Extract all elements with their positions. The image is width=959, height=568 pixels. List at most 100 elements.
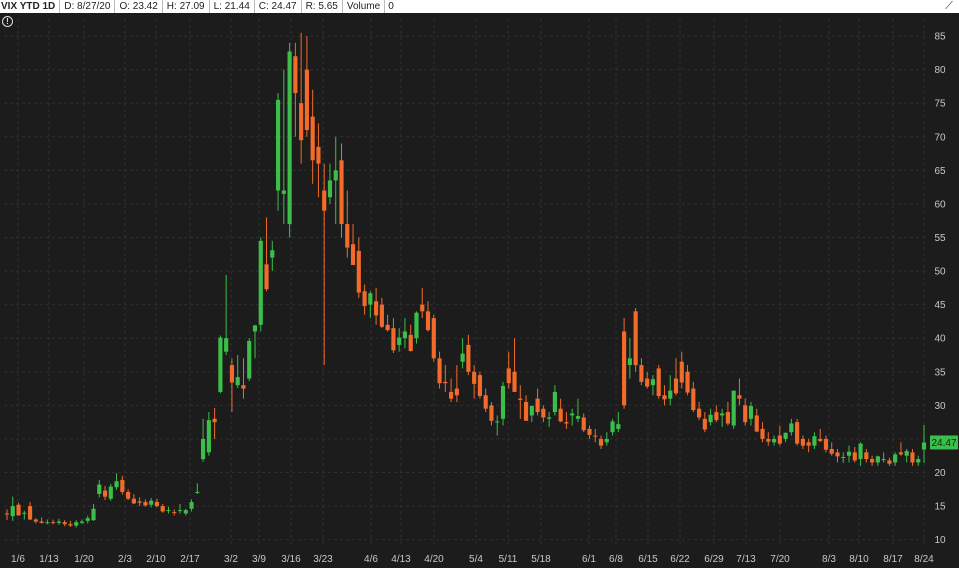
- high-value: H: 27.09: [161, 0, 209, 13]
- x-tick-label: 7/13: [736, 554, 756, 565]
- candle: [748, 402, 754, 426]
- candle: [673, 358, 679, 396]
- candle-body: [541, 408, 546, 418]
- candle-body: [252, 325, 258, 332]
- candle-body: [22, 512, 27, 514]
- symbol-label: VIX YTD 1D: [1, 1, 56, 12]
- x-tick-label: 8/3: [822, 554, 836, 565]
- candle: [910, 449, 915, 466]
- candle: [771, 435, 777, 446]
- candle-body: [368, 293, 373, 305]
- candle-body: [339, 160, 344, 225]
- y-tick-label: 75: [934, 99, 946, 110]
- date-value: D: 8/27/20: [59, 0, 114, 13]
- candles: [4, 32, 927, 528]
- candle: [887, 457, 892, 466]
- candle: [627, 338, 632, 379]
- candle: [645, 371, 650, 389]
- candle-body: [287, 51, 292, 225]
- candle-body: [62, 522, 67, 525]
- candle-body: [449, 391, 454, 399]
- x-tick-label: 5/4: [469, 554, 483, 565]
- candle-body: [650, 379, 656, 386]
- candle-body: [391, 328, 396, 351]
- candle: [27, 502, 33, 521]
- candle-body: [748, 406, 754, 419]
- drawing-tool-icon[interactable]: ⟋: [945, 0, 953, 12]
- candle-body: [921, 442, 927, 450]
- candlestick-chart[interactable]: 10152025303540455055606570758085 1/61/13…: [0, 13, 959, 568]
- candle: [137, 497, 142, 507]
- candle-body: [241, 385, 246, 389]
- x-tick-label: 5/18: [531, 554, 551, 565]
- candle: [402, 318, 408, 349]
- candle: [235, 355, 240, 388]
- candle: [431, 314, 436, 362]
- candle: [766, 432, 771, 446]
- candle-body: [575, 416, 581, 419]
- candle-body: [841, 457, 846, 459]
- candle-body: [673, 378, 679, 394]
- candle: [68, 520, 73, 527]
- candle-body: [74, 522, 79, 526]
- candle: [696, 402, 702, 421]
- candle-body: [679, 361, 684, 383]
- candle-body: [443, 381, 448, 384]
- candle: [425, 301, 431, 332]
- candle-body: [806, 442, 811, 446]
- candle: [379, 297, 384, 329]
- candle: [875, 455, 880, 466]
- candle: [598, 435, 604, 449]
- x-tick-label: 5/11: [499, 554, 518, 565]
- candle: [56, 518, 61, 525]
- candle-body: [264, 264, 269, 290]
- candle: [212, 408, 217, 439]
- candle: [633, 308, 638, 372]
- candle-body: [229, 365, 235, 383]
- candle: [333, 136, 338, 225]
- candle-body: [425, 311, 431, 331]
- candle-body: [172, 512, 177, 514]
- candle-body: [777, 435, 782, 444]
- candle: [870, 455, 875, 466]
- candle: [362, 284, 367, 315]
- candle: [224, 275, 229, 355]
- close-value: C: 24.47: [253, 0, 301, 13]
- info-icon[interactable]: !: [2, 16, 13, 27]
- candle-body: [858, 443, 863, 460]
- candle-body: [696, 408, 702, 418]
- candle: [512, 338, 517, 392]
- candle: [322, 163, 327, 366]
- candle: [10, 496, 15, 521]
- candle: [414, 311, 419, 344]
- candle-body: [143, 502, 148, 506]
- candle-body: [33, 519, 38, 522]
- candle: [275, 93, 281, 211]
- candle: [281, 69, 286, 225]
- candle: [921, 424, 927, 463]
- volume-value: 0: [384, 0, 397, 13]
- candle: [800, 435, 805, 449]
- candle: [166, 506, 171, 514]
- candle-body: [581, 417, 586, 431]
- candle: [818, 428, 823, 443]
- candle: [443, 365, 448, 392]
- candle: [893, 452, 898, 466]
- candle: [777, 425, 782, 446]
- candle-body: [662, 395, 667, 400]
- candle: [835, 449, 840, 463]
- candle-body: [875, 456, 880, 463]
- x-tick-label: 2/10: [146, 554, 166, 565]
- candle: [708, 408, 713, 426]
- candle-body: [195, 491, 200, 493]
- candle: [829, 442, 834, 456]
- candle: [102, 485, 108, 501]
- candle-body: [51, 522, 56, 524]
- y-tick-label: 30: [934, 401, 946, 412]
- candle-body: [27, 506, 33, 520]
- candle-body: [668, 390, 673, 399]
- candle-body: [275, 99, 281, 191]
- candle-body: [754, 415, 759, 432]
- candle: [846, 445, 852, 463]
- candle-body: [500, 385, 506, 419]
